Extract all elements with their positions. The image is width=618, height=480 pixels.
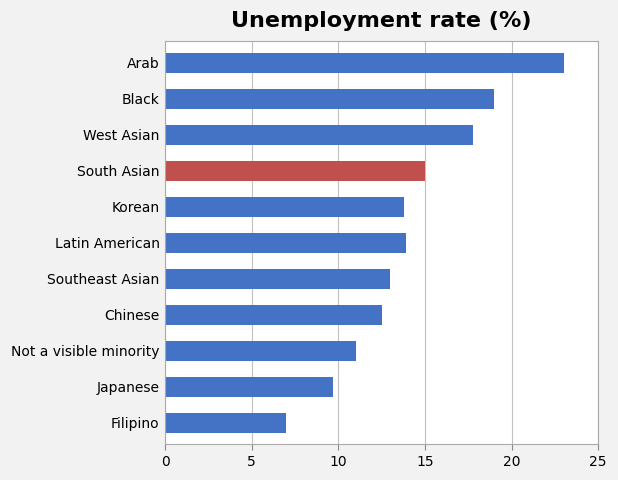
Bar bbox=[165, 161, 425, 180]
Title: Unemployment rate (%): Unemployment rate (%) bbox=[231, 11, 532, 31]
Bar bbox=[165, 305, 382, 324]
Bar bbox=[165, 125, 473, 144]
Bar bbox=[165, 197, 404, 216]
Bar bbox=[165, 53, 564, 72]
Bar bbox=[165, 413, 286, 433]
Bar bbox=[165, 377, 333, 397]
Bar bbox=[165, 233, 406, 252]
Bar bbox=[165, 341, 356, 360]
Bar bbox=[165, 269, 391, 288]
Bar bbox=[165, 89, 494, 108]
